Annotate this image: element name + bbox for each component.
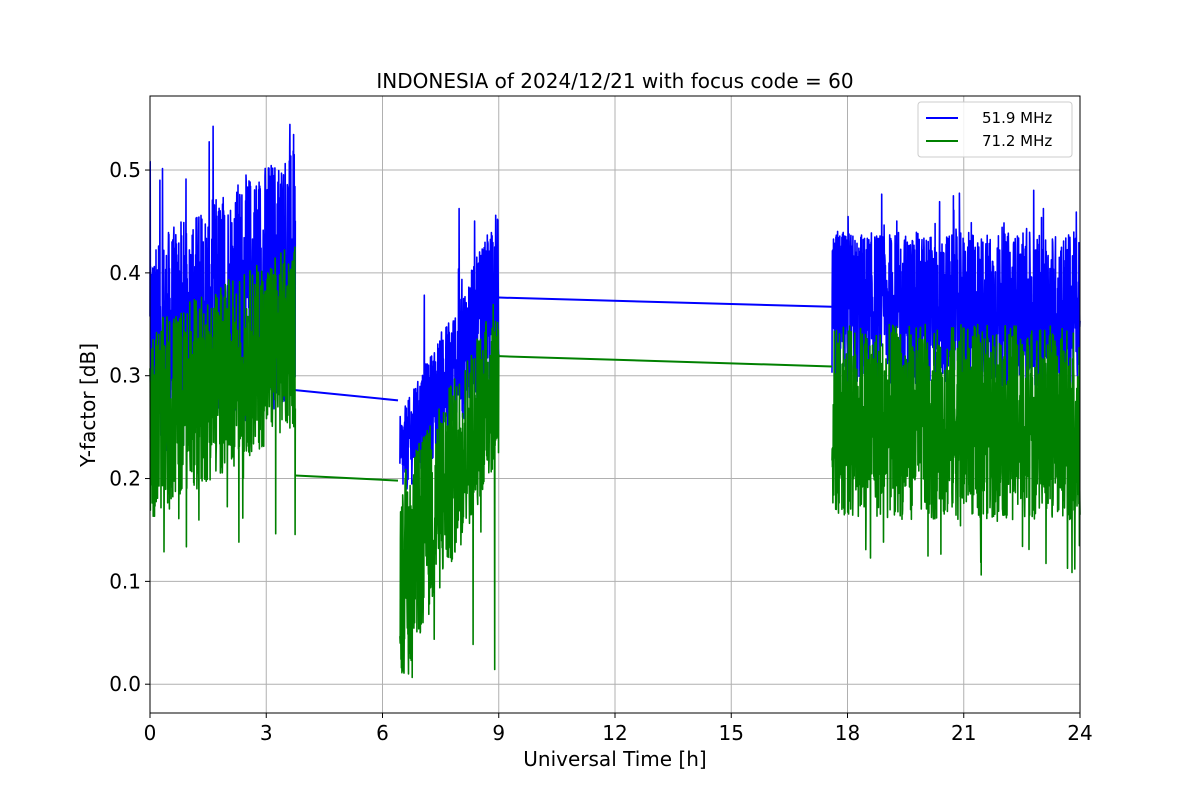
series-71-2-mhz-segment-1 xyxy=(399,303,500,679)
y-tick-label: 0.5 xyxy=(109,158,141,182)
series-71-2-mhz-connector-0 xyxy=(295,474,399,482)
legend-label-71-2-mhz: 71.2 MHz xyxy=(982,132,1052,150)
series-51-9-mhz-segment-2 xyxy=(831,189,1081,387)
series-51-9-mhz-connector-0 xyxy=(295,389,399,402)
y-tick-label: 0.1 xyxy=(109,569,141,593)
y-tick-label: 0.2 xyxy=(109,467,141,491)
x-tick-label: 12 xyxy=(602,721,627,745)
x-tick-label: 21 xyxy=(951,721,976,745)
legend-label-51-9-mhz: 51.9 MHz xyxy=(982,109,1052,127)
series-71-2-mhz-segment-2 xyxy=(831,323,1081,576)
y-axis-label: Y-factor [dB] xyxy=(76,343,100,468)
x-tick-label: 9 xyxy=(492,721,505,745)
x-tick-label: 18 xyxy=(835,721,860,745)
plot-area xyxy=(149,123,1081,679)
y-tick-label: 0.3 xyxy=(109,364,141,388)
legend: 51.9 MHz 71.2 MHz xyxy=(917,101,1073,158)
y-tick-label: 0.0 xyxy=(109,672,141,696)
series-51-9-mhz-connector-1 xyxy=(498,296,833,308)
x-tick-label: 3 xyxy=(260,721,273,745)
x-tick-label: 15 xyxy=(719,721,744,745)
series-71-2-mhz-segment-0 xyxy=(149,246,297,553)
y-tick-label: 0.4 xyxy=(109,261,141,285)
x-tick-label: 24 xyxy=(1067,721,1092,745)
x-axis-label: Universal Time [h] xyxy=(523,747,706,771)
x-tick-label: 6 xyxy=(376,721,389,745)
legend-box xyxy=(917,101,1073,158)
x-tick-label: 0 xyxy=(144,721,157,745)
series-71-2-mhz-connector-1 xyxy=(498,355,833,368)
chart-title: INDONESIA of 2024/12/21 with focus code … xyxy=(376,69,853,93)
axis-ticks: 0 3 6 9 12 15 18 21 24 0.0 0.1 0.2 0.3 0.4 0.5 xyxy=(109,158,1093,745)
